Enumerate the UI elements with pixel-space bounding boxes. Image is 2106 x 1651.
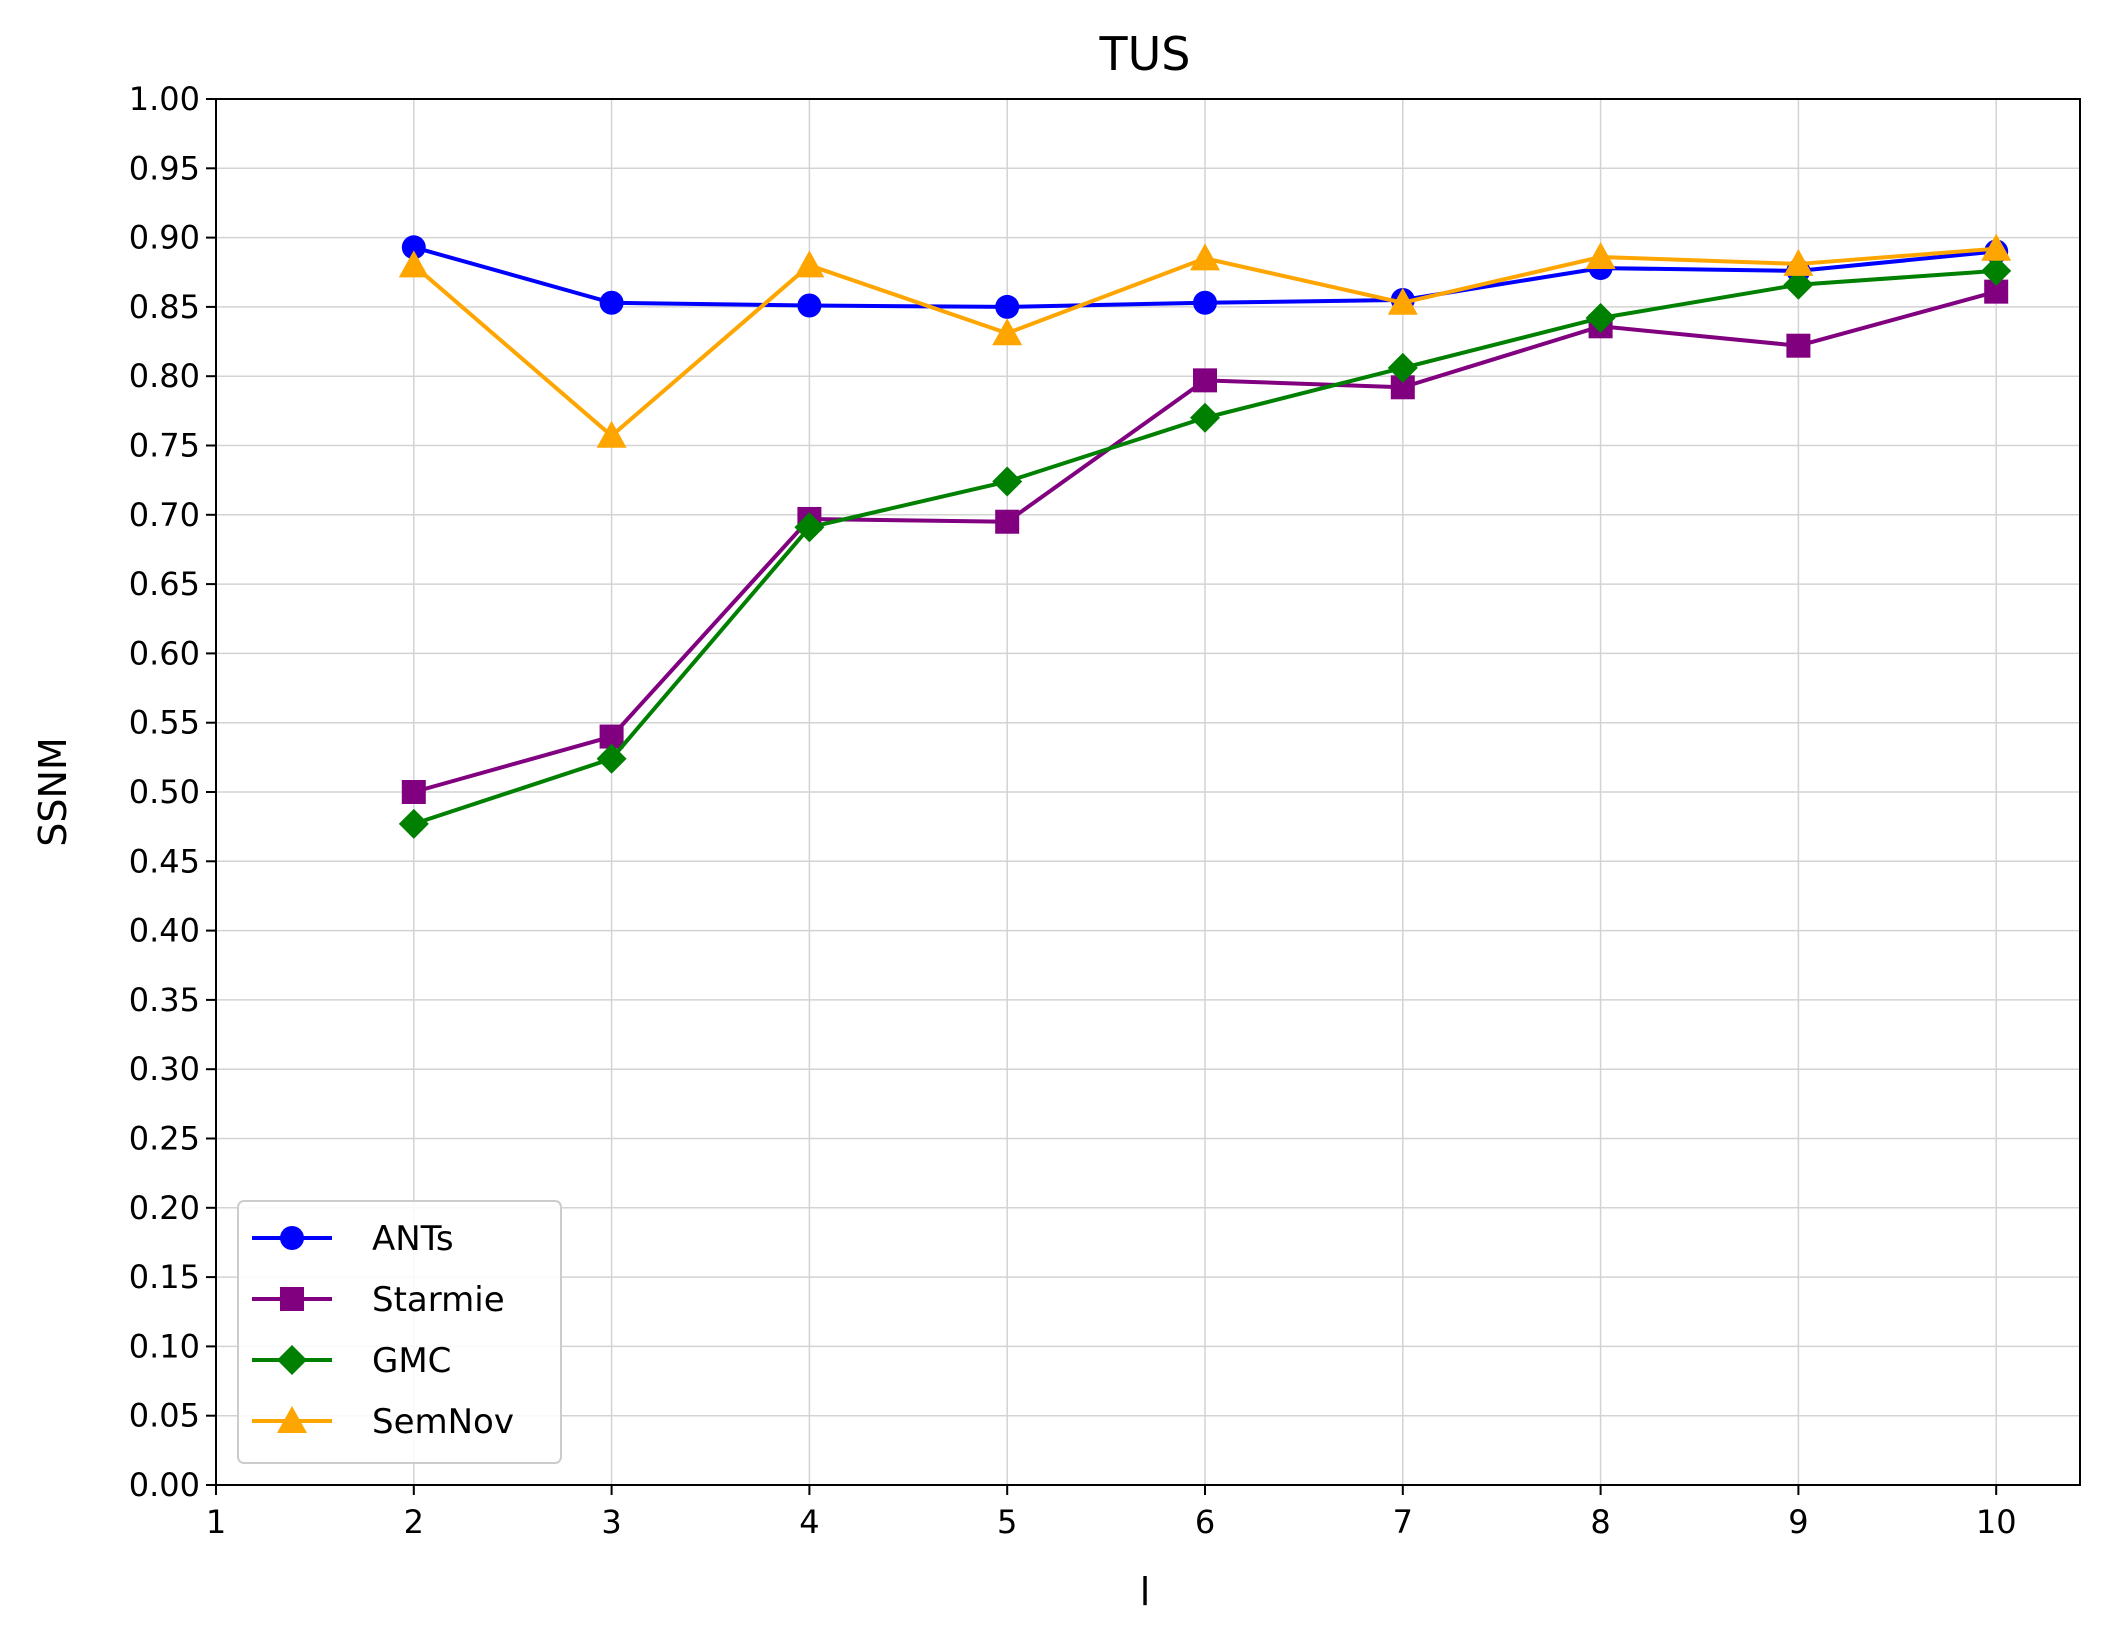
series-semnov <box>398 233 2012 448</box>
y-tick-label: 0.20 <box>129 1189 200 1227</box>
y-tick-label: 0.00 <box>129 1466 200 1504</box>
legend: ANTs Starmie GMC SemNov <box>237 1200 562 1464</box>
x-tick-label: 4 <box>799 1503 819 1541</box>
legend-label: SemNov <box>372 1402 514 1442</box>
diamond-marker <box>1190 402 1220 433</box>
triangle-marker <box>1190 243 1220 271</box>
x-tick-label: 2 <box>404 1503 424 1541</box>
diamond-marker <box>1585 302 1616 333</box>
y-tick-label: 0.10 <box>129 1327 200 1365</box>
square-marker <box>401 780 426 804</box>
x-tick-label: 5 <box>997 1503 1017 1541</box>
triangle-marker <box>992 318 1023 346</box>
square-marker <box>1193 368 1217 393</box>
series-gmc <box>398 255 2012 839</box>
triangle-marker <box>1981 233 2012 261</box>
axes: 1 2 3 4 5 6 7 8 9 10 0.00 0.05 0.10 0.15 0.20 0.25 0.30 0… <box>129 80 2017 1541</box>
square-marker <box>1786 333 1811 358</box>
triangle-marker <box>1585 242 1616 270</box>
x-tick-label: 7 <box>1393 1503 1413 1541</box>
x-tick-label: 10 <box>1976 1503 2017 1541</box>
y-tick-label: 0.15 <box>129 1258 200 1296</box>
y-tick-label: 0.55 <box>129 704 200 742</box>
x-axis-label: l <box>1140 1570 1151 1614</box>
y-tick-label: 0.50 <box>129 773 200 811</box>
y-tick-label: 0.40 <box>129 912 200 950</box>
triangle-marker <box>398 250 429 278</box>
circle-marker <box>797 293 822 318</box>
diamond-marker <box>1783 269 1814 300</box>
legend-label: GMC <box>372 1341 451 1381</box>
y-tick-label: 0.60 <box>129 634 200 672</box>
y-tick-label: 0.95 <box>129 149 200 187</box>
legend-label: ANTs <box>372 1219 454 1259</box>
legend-item: Starmie <box>252 1280 505 1320</box>
diamond-marker <box>794 512 825 543</box>
triangle-marker <box>1783 248 1814 276</box>
y-tick-label: 0.35 <box>129 981 200 1019</box>
legend-item: GMC <box>252 1341 451 1381</box>
y-tick-label: 0.85 <box>129 288 200 326</box>
legend-box <box>237 1200 562 1464</box>
x-tick-label: 6 <box>1195 1503 1215 1541</box>
diamond-marker <box>398 808 429 839</box>
y-tick-label: 0.25 <box>129 1120 200 1158</box>
legend-label: Starmie <box>372 1280 505 1320</box>
diamond-marker <box>992 466 1023 497</box>
y-tick-label: 1.00 <box>129 80 200 118</box>
legend-item: SemNov <box>252 1402 514 1442</box>
diamond-marker <box>1387 352 1418 383</box>
diamond-marker <box>277 1345 307 1375</box>
x-tick-label: 1 <box>206 1503 226 1541</box>
square-marker <box>995 509 1020 534</box>
x-tick-label: 3 <box>601 1503 621 1541</box>
y-tick-label: 0.30 <box>129 1050 200 1088</box>
circle-marker <box>401 235 426 260</box>
y-tick-label: 0.90 <box>129 219 200 257</box>
plot-series <box>398 233 2012 839</box>
diamond-marker <box>1981 255 2012 286</box>
legend-item: ANTs <box>252 1219 454 1259</box>
triangle-marker <box>1387 287 1418 315</box>
y-tick-label: 0.05 <box>129 1397 200 1435</box>
y-tick-label: 0.80 <box>129 357 200 395</box>
y-tick-label: 0.45 <box>129 842 200 880</box>
circle-marker <box>995 294 1020 319</box>
square-marker <box>280 1287 304 1311</box>
y-tick-label: 0.75 <box>129 427 200 465</box>
x-tick-label: 8 <box>1590 1503 1610 1541</box>
triangle-marker <box>596 420 627 448</box>
y-tick-label: 0.65 <box>129 565 200 603</box>
x-tick-label: 9 <box>1788 1503 1808 1541</box>
circle-marker <box>280 1226 304 1250</box>
y-axis-label: SSNM <box>31 737 75 846</box>
y-tick-label: 0.70 <box>129 496 200 534</box>
triangle-marker <box>277 1406 307 1433</box>
series-starmie <box>401 279 2009 804</box>
diamond-marker <box>596 743 627 774</box>
circle-marker <box>1193 290 1217 315</box>
circle-marker <box>599 290 624 315</box>
chart-title: TUS <box>1099 27 1191 81</box>
triangle-marker <box>794 250 825 278</box>
